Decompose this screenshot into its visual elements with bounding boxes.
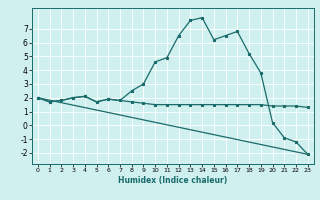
X-axis label: Humidex (Indice chaleur): Humidex (Indice chaleur)	[118, 176, 228, 185]
